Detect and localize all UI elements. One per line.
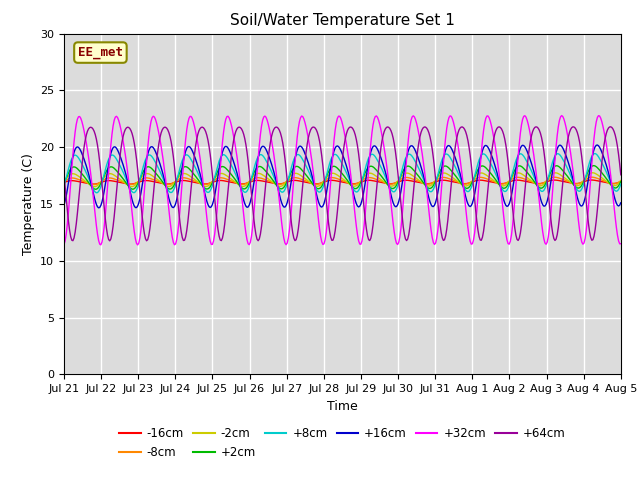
X-axis label: Time: Time bbox=[327, 400, 358, 413]
Title: Soil/Water Temperature Set 1: Soil/Water Temperature Set 1 bbox=[230, 13, 455, 28]
Text: EE_met: EE_met bbox=[78, 46, 123, 59]
Y-axis label: Temperature (C): Temperature (C) bbox=[22, 153, 35, 255]
Legend: -16cm, -8cm, -2cm, +2cm, +8cm, +16cm, +32cm, +64cm: -16cm, -8cm, -2cm, +2cm, +8cm, +16cm, +3… bbox=[115, 422, 570, 464]
